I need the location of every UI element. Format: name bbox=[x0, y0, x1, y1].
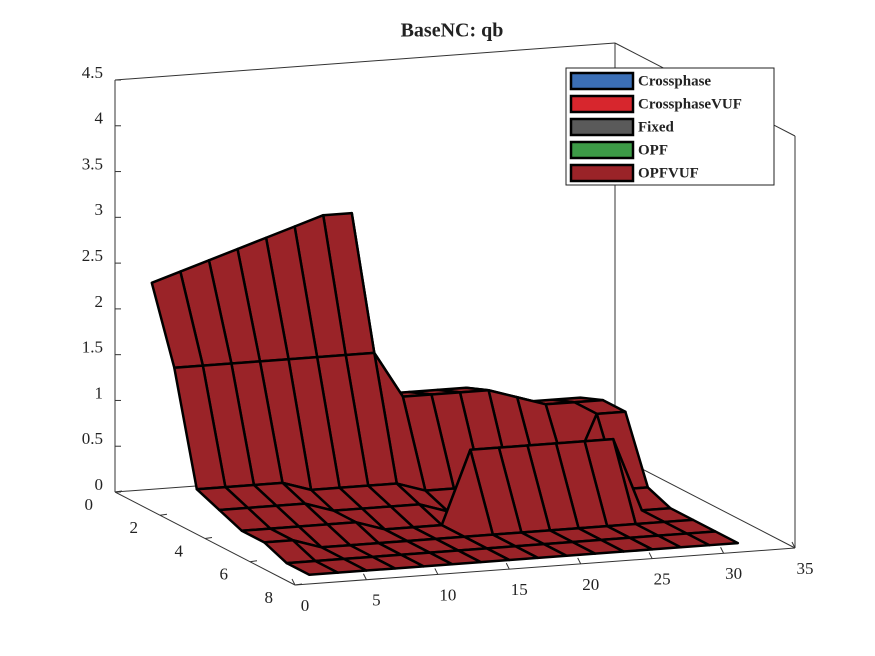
z-tick-label: 3.5 bbox=[82, 154, 103, 173]
y-tick-label: 8 bbox=[265, 588, 274, 607]
z-tick-label: 1.5 bbox=[82, 338, 103, 357]
x-tick-label: 10 bbox=[439, 585, 456, 604]
axis-line bbox=[614, 454, 796, 549]
x-tick-label: 30 bbox=[725, 564, 742, 583]
x-tick-label: 25 bbox=[654, 569, 671, 588]
legend-label: OPF bbox=[638, 142, 668, 158]
x-tick-label: 20 bbox=[582, 575, 599, 594]
z-tick-label: 2.5 bbox=[82, 246, 103, 265]
z-tick-label: 3 bbox=[95, 200, 104, 219]
z-tick-label: 2 bbox=[95, 292, 104, 311]
legend-swatch bbox=[569, 140, 635, 160]
y-tick-label: 6 bbox=[220, 565, 229, 584]
legend-swatch bbox=[569, 94, 635, 114]
tick-mark bbox=[434, 568, 439, 575]
legend-label: Crossphase bbox=[638, 73, 711, 89]
tick-mark bbox=[577, 557, 582, 565]
axis-line bbox=[114, 42, 616, 81]
legend-label: CrossphaseVUF bbox=[638, 96, 742, 112]
tick-mark bbox=[362, 573, 367, 580]
x-tick-label: 15 bbox=[511, 580, 528, 599]
y-tick-label: 4 bbox=[175, 541, 184, 560]
tick-mark bbox=[159, 513, 168, 516]
tick-mark bbox=[791, 541, 796, 549]
z-tick-label: 0 bbox=[95, 475, 104, 494]
surface-patch bbox=[285, 559, 340, 577]
z-tick-label: 1 bbox=[95, 383, 104, 402]
y-tick-label: 0 bbox=[85, 495, 94, 514]
tick-mark bbox=[720, 547, 725, 554]
legend-swatch bbox=[569, 163, 635, 183]
legend-swatch bbox=[569, 71, 635, 91]
tick-mark bbox=[249, 560, 258, 563]
surface bbox=[150, 211, 740, 577]
tick-mark bbox=[648, 552, 653, 559]
legend-label: OPFVUF bbox=[638, 165, 699, 181]
legend-label: Fixed bbox=[638, 119, 674, 135]
x-tick-label: 5 bbox=[372, 591, 381, 610]
x-tick-label: 0 bbox=[301, 596, 310, 615]
z-tick-label: 0.5 bbox=[82, 429, 103, 448]
tick-mark bbox=[294, 583, 303, 586]
chart-title: BaseNC: qb bbox=[401, 20, 504, 42]
z-tick-label: 4 bbox=[95, 109, 104, 128]
tick-mark bbox=[505, 562, 510, 570]
tick-mark bbox=[204, 537, 213, 539]
legend-swatch bbox=[569, 117, 635, 137]
tick-mark bbox=[114, 490, 123, 493]
tick-mark bbox=[291, 578, 296, 586]
y-tick-label: 2 bbox=[130, 518, 139, 537]
x-tick-label: 35 bbox=[797, 559, 814, 578]
z-tick-label: 4.5 bbox=[82, 63, 103, 82]
axis-line bbox=[294, 547, 796, 586]
